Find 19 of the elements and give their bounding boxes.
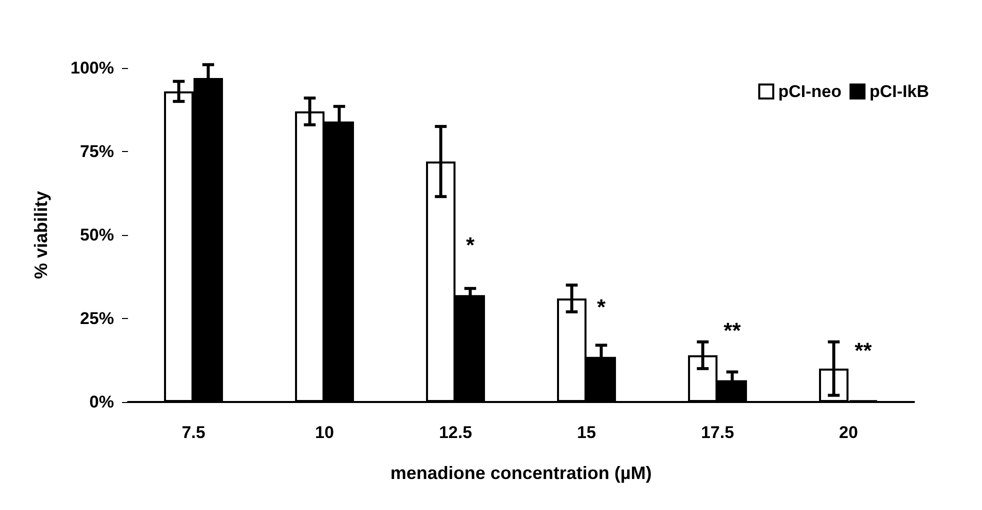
y-tick-label: 75% [80,142,114,161]
y-tick-label: 100% [70,58,114,78]
x-axis-title: menadione concentration (µM) [390,463,652,483]
x-tick-label: 15 [577,423,596,442]
x-tick-label: 12.5 [438,423,472,442]
x-tick-label: 10 [315,423,334,442]
annotation: ** [724,318,742,343]
y-axis-title: % viability [31,190,51,280]
y-tick-label: 0% [89,392,114,412]
x-tick-label: 7.5 [182,423,206,442]
y-tick-label: 50% [80,226,114,244]
annotation: * [596,294,606,320]
annotation: ** [854,338,872,363]
x-tick-label: 17.5 [700,423,734,442]
legend-label: pCI-IkB [870,82,929,101]
legend-label: pCI-neo [778,82,842,101]
annotation: * [466,232,475,258]
y-tick-label: 25% [80,309,114,328]
x-tick-label: 20 [839,423,858,442]
